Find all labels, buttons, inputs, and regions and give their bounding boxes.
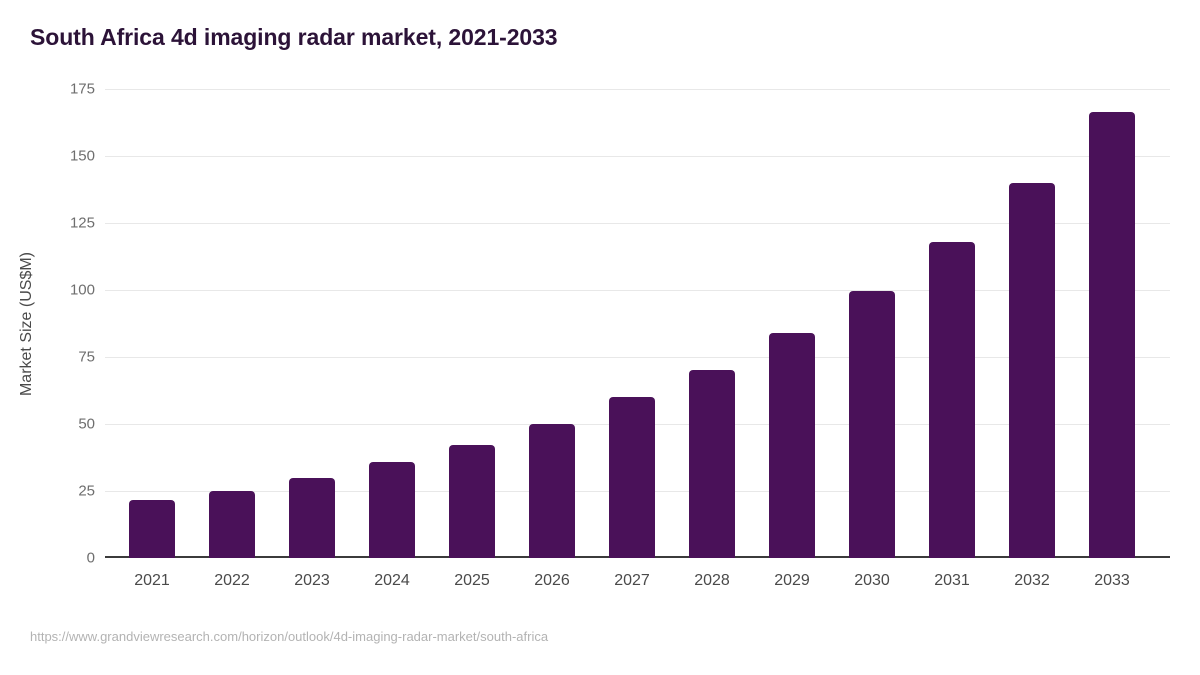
y-tick-label: 0 (86, 549, 95, 567)
bar-group: 2032 (1009, 89, 1055, 589)
bar[interactable] (689, 370, 735, 558)
bar-group: 2026 (529, 89, 575, 589)
bar[interactable] (1089, 111, 1135, 558)
y-tick-label: 100 (69, 281, 95, 299)
bar-group: 2024 (369, 89, 415, 589)
x-tick-label: 2029 (774, 572, 810, 589)
x-tick-label: 2033 (1094, 572, 1130, 589)
x-tick-label: 2021 (134, 572, 170, 589)
bar[interactable] (369, 461, 415, 558)
x-tick-label: 2022 (214, 572, 250, 589)
source-url: https://www.grandviewresearch.com/horizo… (30, 629, 549, 644)
x-tick-label: 2023 (294, 572, 330, 589)
plot-area: 0 25 50 75 100 125 150 175 2021 2022 2023 2024 2025… (70, 81, 1170, 589)
bar-group: 2022 (209, 89, 255, 589)
x-tick-label: 2031 (934, 572, 970, 589)
bar-group: 2030 (849, 89, 895, 589)
x-tick-label: 2027 (614, 572, 650, 589)
bar-group: 2031 (929, 89, 975, 589)
gridline (105, 156, 1170, 157)
gridline (105, 89, 1170, 90)
gridline (105, 290, 1170, 291)
x-tick-label: 2028 (694, 572, 730, 589)
y-tick-label: 125 (69, 214, 95, 232)
y-tick-label: 75 (78, 348, 95, 366)
bar-group: 2021 (129, 89, 175, 589)
x-tick-label: 2032 (1014, 572, 1050, 589)
y-tick-label: 25 (78, 482, 95, 500)
x-tick-label: 2025 (454, 572, 490, 589)
bar[interactable] (209, 491, 255, 558)
bar[interactable] (609, 397, 655, 558)
y-tick-label: 50 (78, 415, 95, 433)
bar[interactable] (529, 424, 575, 558)
y-tick-label: 150 (69, 147, 95, 165)
bar-group: 2023 (289, 89, 335, 589)
bar[interactable] (849, 291, 895, 558)
bar-group: 2025 (449, 89, 495, 589)
y-tick-label: 175 (69, 80, 95, 98)
bar[interactable] (769, 332, 815, 558)
bar[interactable] (449, 445, 495, 558)
gridline (105, 223, 1170, 224)
bar[interactable] (1009, 182, 1055, 558)
bar-series: 2021 2022 2023 2024 2025 2026 2027 2028 2029 2030… (129, 89, 1170, 589)
bar-group: 2027 (609, 89, 655, 589)
x-tick-label: 2024 (374, 572, 410, 589)
bar[interactable] (289, 477, 335, 558)
y-axis-label: Market Size (US$M) (18, 251, 35, 397)
chart-title: South Africa 4d imaging radar market, 20… (30, 24, 558, 50)
gridline (105, 357, 1170, 358)
bar-group: 2033 (1089, 89, 1135, 589)
bar-group: 2028 (689, 89, 735, 589)
x-tick-label: 2030 (854, 572, 890, 589)
bar-group: 2029 (769, 89, 815, 589)
x-tick-label: 2026 (534, 572, 570, 589)
bar[interactable] (129, 500, 175, 558)
bar[interactable] (929, 241, 975, 558)
